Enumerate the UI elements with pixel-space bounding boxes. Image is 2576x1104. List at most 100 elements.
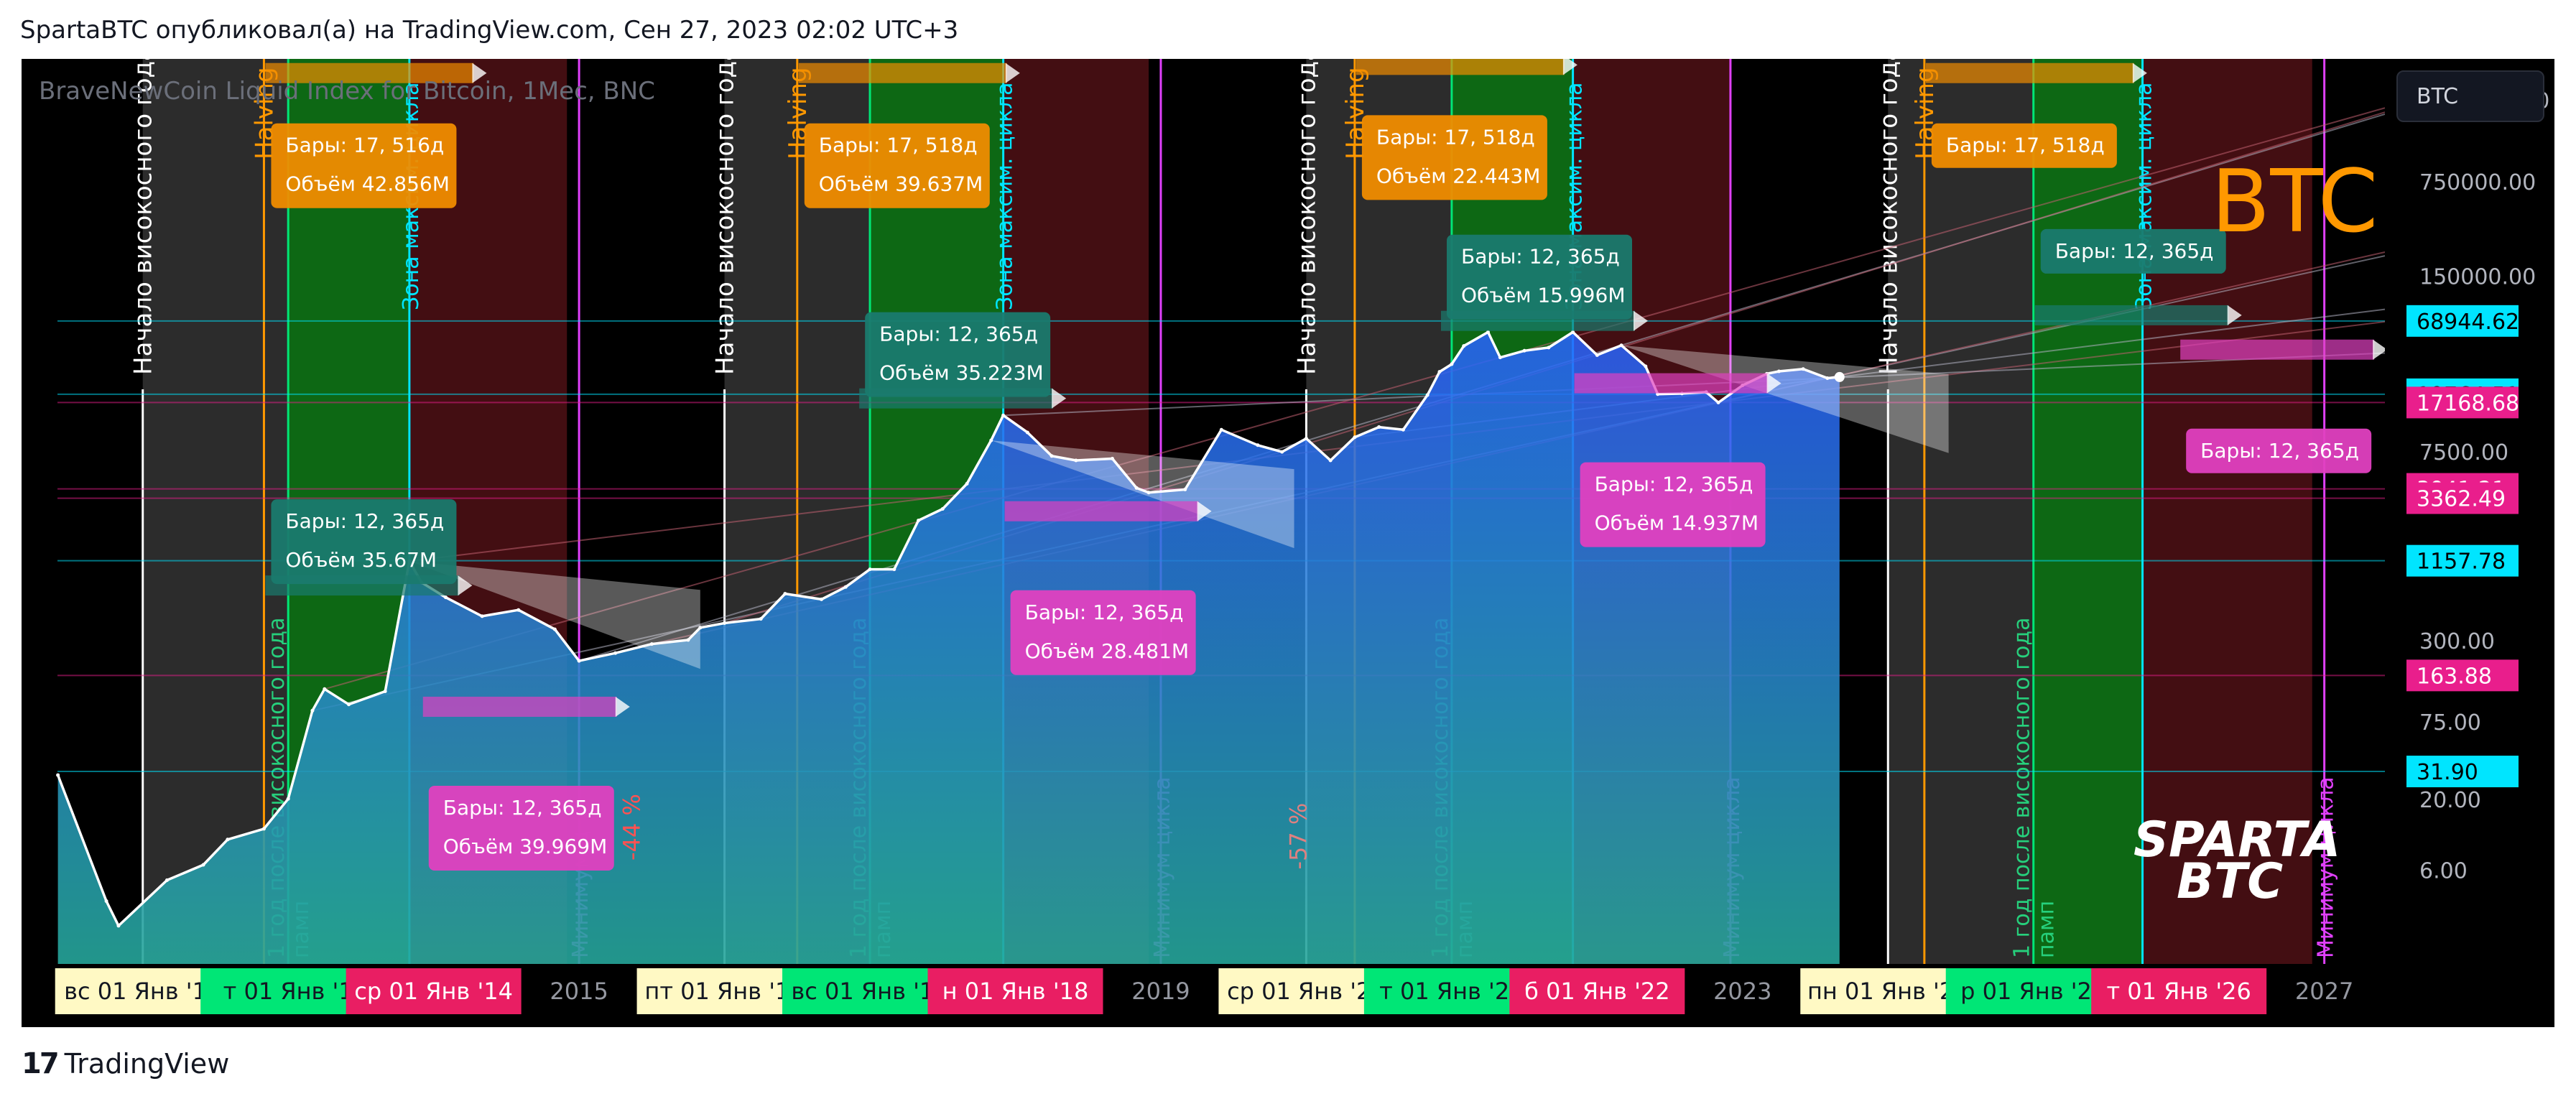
info-box-bars-5: Бары: 12, 365д (1025, 600, 1184, 624)
x-tick-label-10: б 01 Янв '22 (1524, 978, 1670, 1005)
price-point (1146, 491, 1151, 495)
price-point (940, 507, 945, 511)
price-tag-label-4: 3362.49 (2417, 487, 2506, 512)
price-point (1776, 369, 1781, 374)
decline-zone-3 (2142, 59, 2312, 964)
price-point (516, 608, 521, 612)
price-point (1437, 370, 1442, 374)
price-point (1801, 367, 1805, 371)
cycle-arrow-head-1 (458, 575, 473, 596)
leap-year-label-3: Начало високосного года (1874, 59, 1903, 375)
symbol-box-value: BTC (2417, 83, 2459, 109)
x-tick-label-14: т 01 Янв '26 (2106, 978, 2251, 1005)
cycle-arrow-8 (1574, 373, 1769, 394)
y-tick-label: 75.00 (2419, 710, 2481, 736)
y-tick-label: 750000.00 (2419, 170, 2536, 195)
cycle-min-label-3: Минимум цикла (2314, 776, 2339, 958)
x-tick-label-7: 2019 (1131, 978, 1190, 1005)
y-tick-label: 20.00 (2419, 788, 2481, 813)
cycle-arrow-head-4 (1052, 388, 1067, 409)
info-box-9 (1931, 123, 2117, 168)
price-point (917, 519, 921, 523)
trend-line-7 (324, 107, 2386, 690)
info-box-11 (2186, 428, 2372, 473)
info-box-bars-3: Бары: 17, 518д (819, 134, 978, 157)
price-point (1256, 443, 1260, 447)
pump-label-3: памп (2034, 901, 2060, 958)
info-box-10 (2040, 228, 2226, 274)
projection-triangle-1 (991, 440, 1294, 549)
y-tick-label: 7500.00 (2419, 440, 2508, 465)
price-point (1450, 362, 1454, 366)
price-tag-bg-4 (2406, 482, 2519, 514)
price-point (261, 827, 266, 831)
info-box-volume-2: Объём 39.969M (443, 835, 607, 858)
info-box-volume-5: Объём 28.481M (1025, 639, 1189, 663)
cycle-arrow-3 (798, 62, 1007, 83)
price-point (1134, 486, 1139, 490)
cycle-arrow-9 (1925, 62, 2134, 83)
info-box-7 (1447, 234, 1632, 320)
leap-year-label-1: Начало високосного года (711, 59, 740, 375)
price-point (1498, 356, 1502, 360)
leap-year-label-2: Начало високосного года (1292, 59, 1321, 375)
symbol-box[interactable]: BTC (2396, 70, 2544, 122)
cycle-arrow-11 (2180, 339, 2375, 360)
tradingview-logo[interactable]: 17 TradingView (22, 1047, 229, 1080)
price-point (1571, 330, 1575, 334)
info-box-3 (804, 123, 990, 208)
x-tick-label-4: пт 01 Янв '16 (644, 978, 804, 1005)
cycle-arrow-head-8 (1766, 373, 1782, 394)
x-tick-label-15: 2027 (2295, 978, 2353, 1005)
info-box-4 (865, 312, 1051, 397)
info-box-volume-3: Объём 39.637M (819, 172, 983, 196)
price-point (1425, 393, 1430, 397)
price-point (577, 659, 581, 663)
info-box-volume-8: Объём 14.937M (1595, 511, 1759, 535)
price-point (723, 621, 727, 625)
info-box-volume-4: Объём 35.223M (879, 361, 1043, 385)
price-point (1462, 344, 1466, 348)
leap-year-label-0: Начало високосного года (129, 59, 158, 375)
price-point (613, 651, 618, 655)
price-point (1110, 456, 1114, 460)
cycle-arrow-head-5 (1197, 501, 1212, 521)
price-tag-label-0: 68944.62 (2417, 310, 2519, 335)
y-tick-label: 6.00 (2419, 859, 2468, 884)
x-tick-label-13: р 01 Янв '25 (1960, 978, 2106, 1005)
info-box-2 (428, 785, 614, 871)
cycle-arrow-6 (1356, 59, 1565, 75)
cycle-max-label-3: Зона максим. цикла (2132, 82, 2157, 310)
price-tag-label-7: 31.90 (2417, 760, 2478, 785)
price-point (116, 924, 121, 928)
publication-header: SpartaBTC опубликовал(а) на TradingView.… (20, 16, 959, 45)
price-point (1595, 353, 1599, 357)
price-point (1280, 450, 1284, 454)
price-tag-label-2: 17168.68 (2417, 391, 2519, 416)
price-point (1619, 343, 1623, 348)
price-point (649, 642, 654, 646)
info-box-bars-11: Бары: 12, 365д (2200, 439, 2359, 463)
x-tick-label-12: пн 01 Янв '24 (1807, 978, 1969, 1005)
price-tag-bg-5 (2406, 544, 2519, 577)
price-point (1401, 427, 1405, 432)
drawdown-label-0: -44 % (618, 794, 645, 861)
x-tick-label-3: 2015 (550, 978, 608, 1005)
tradingview-logo-icon: 17 (22, 1047, 60, 1080)
x-tick-bg-14 (2091, 968, 2267, 1014)
price-point (1050, 454, 1054, 458)
price-point (868, 567, 872, 572)
price-point (1304, 436, 1308, 440)
x-tick-label-11: 2023 (1713, 978, 1771, 1005)
info-box-volume-0: Объём 42.856M (285, 172, 449, 196)
post-leap-label-3: 1 год после високосного года (2010, 617, 2035, 958)
price-point (1377, 425, 1381, 430)
price-point (820, 597, 824, 601)
price-point (480, 614, 484, 618)
price-point (383, 689, 387, 693)
price-tag-bg-0 (2406, 305, 2519, 337)
price-tag-bg-7 (2406, 756, 2519, 788)
x-tick-label-2: ср 01 Янв '14 (354, 978, 513, 1005)
